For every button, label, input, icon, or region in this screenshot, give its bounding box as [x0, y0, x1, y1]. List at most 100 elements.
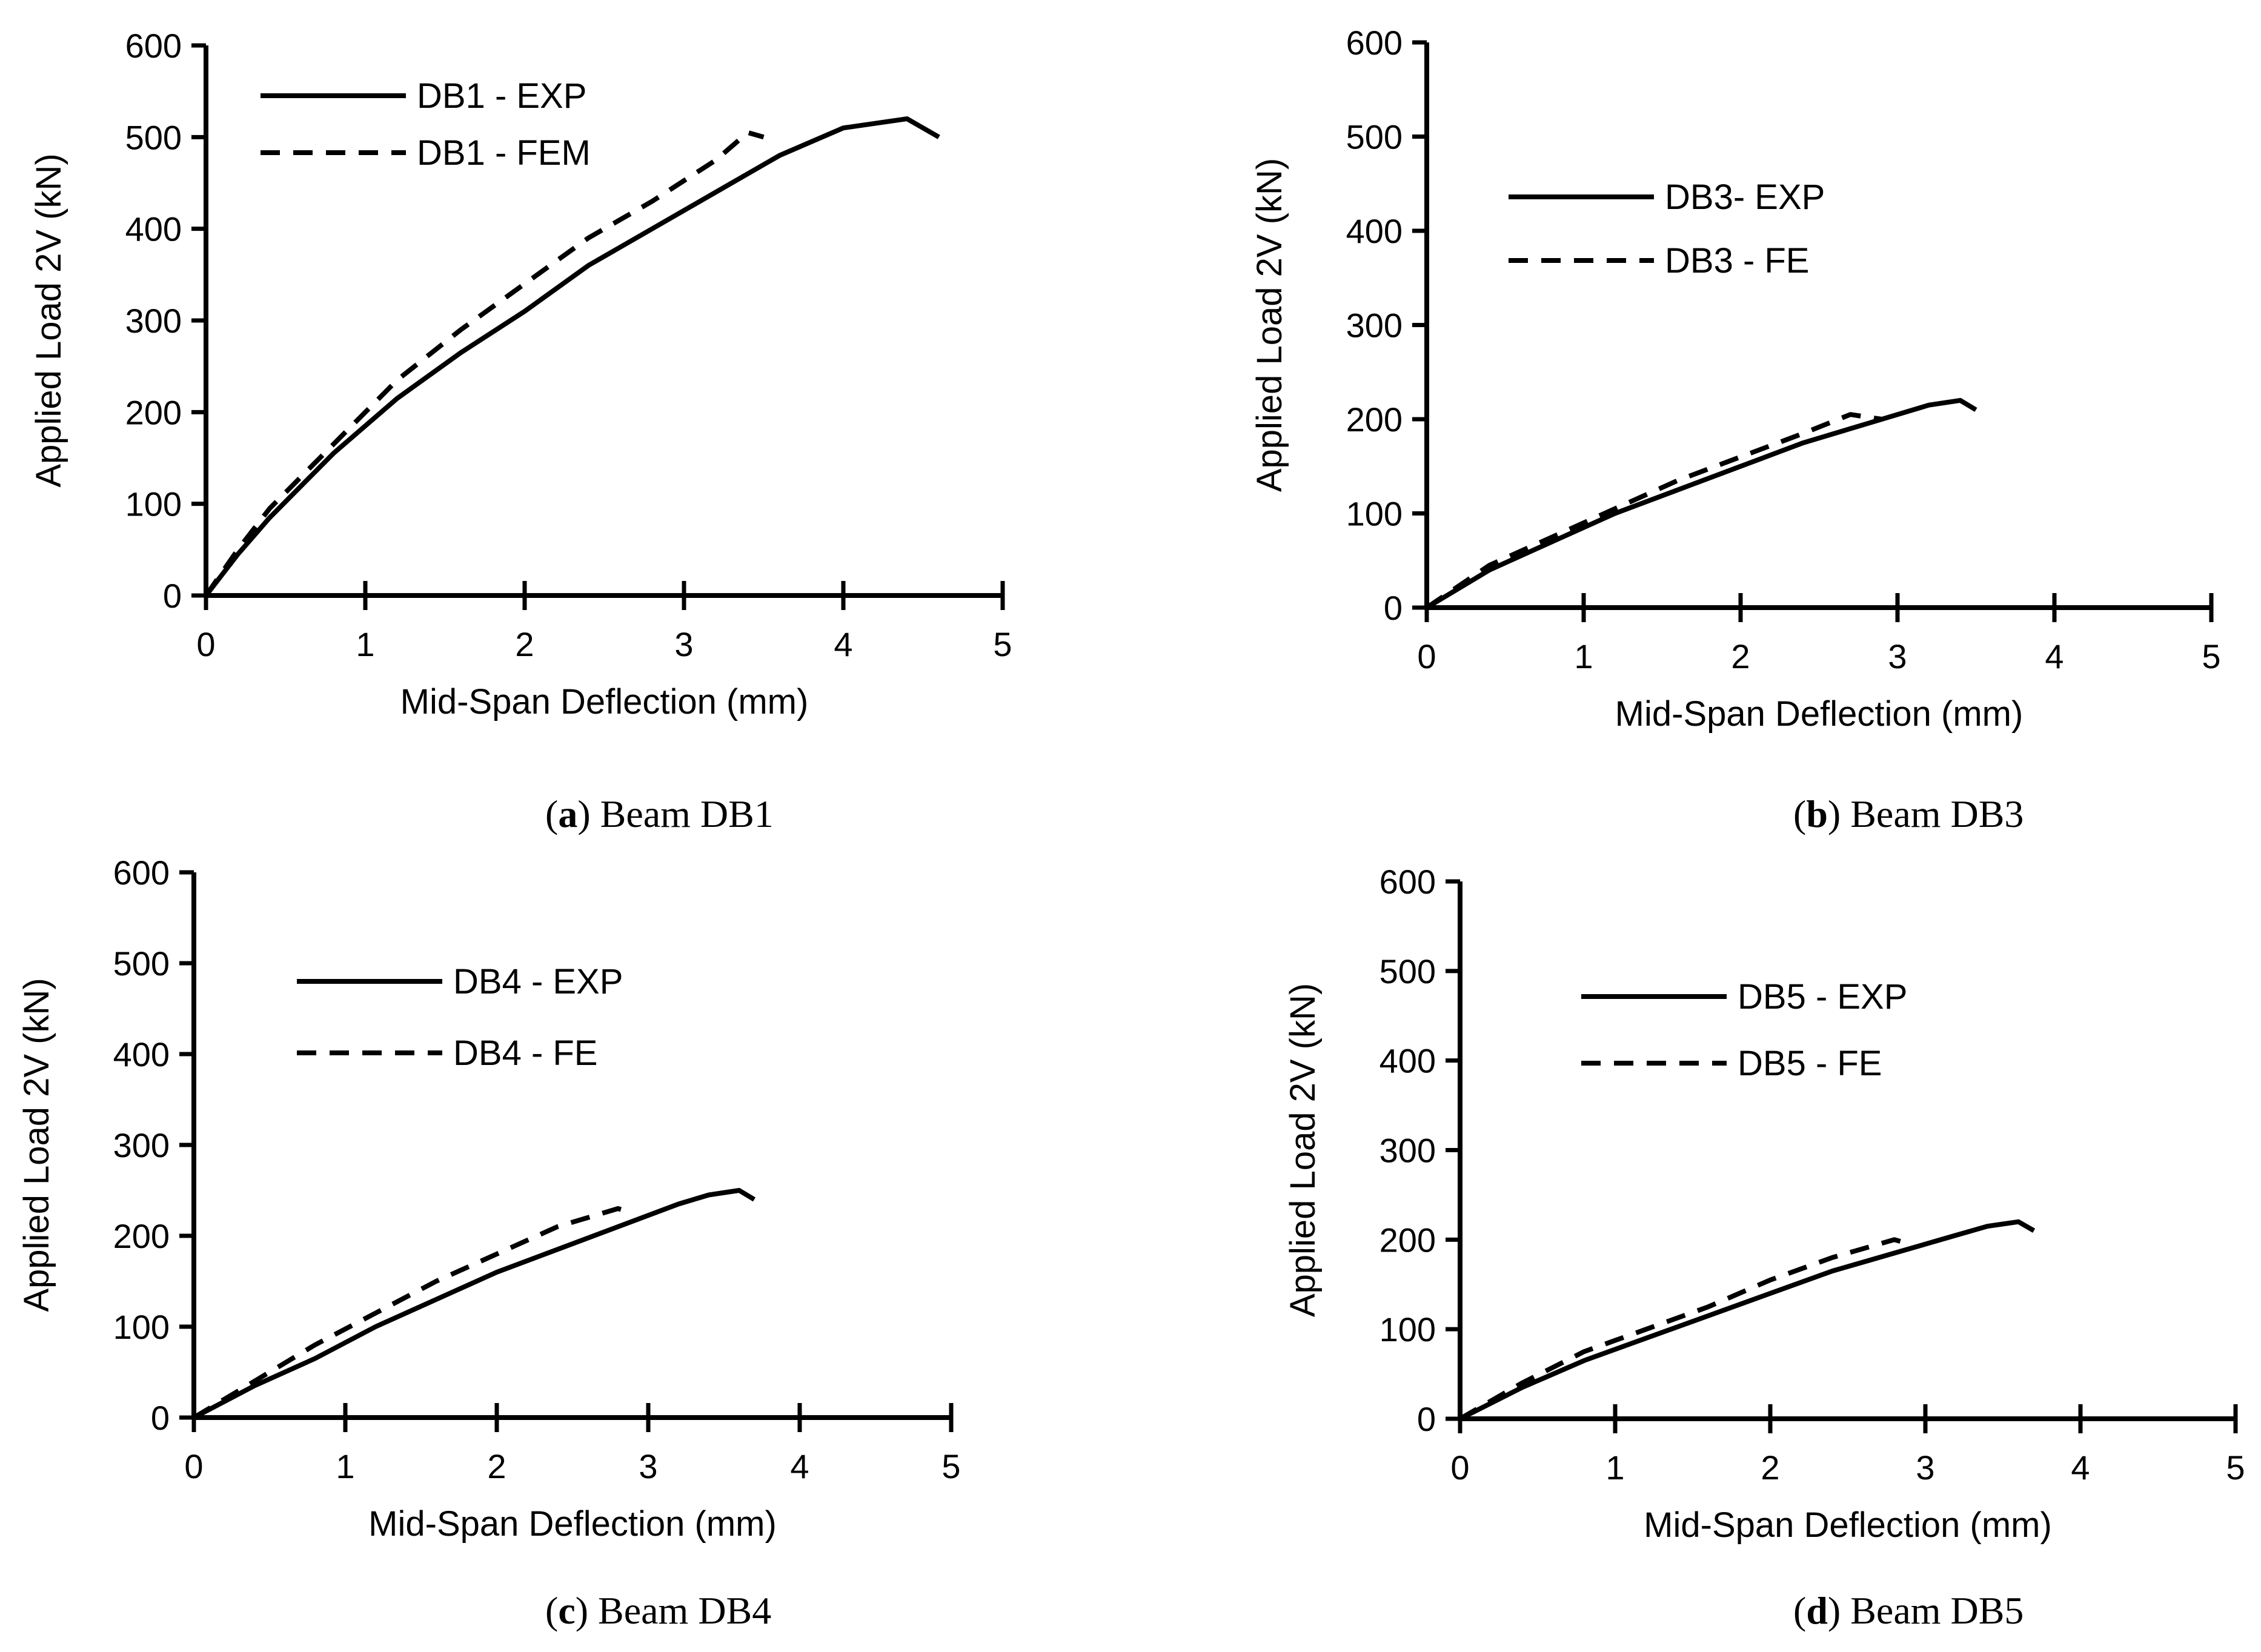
caption-text: Beam DB4	[598, 1589, 771, 1632]
caption-paren-open: (	[1793, 792, 1806, 835]
caption-letter: c	[558, 1589, 575, 1632]
y-axis-title: Applied Load 2V (kN)	[29, 153, 68, 487]
panel-caption: (d) Beam DB5	[1793, 1589, 2024, 1632]
y-tick-label: 400	[125, 210, 182, 248]
y-tick-label: 400	[113, 1035, 170, 1073]
caption-letter: a	[558, 792, 577, 835]
x-tick-label: 5	[941, 1447, 960, 1485]
x-tick-label: 1	[336, 1447, 354, 1485]
y-tick-label: 0	[163, 577, 182, 615]
legend-label: DB5 - EXP	[1738, 977, 1907, 1017]
legend-label: DB1 - EXP	[417, 76, 586, 116]
y-tick-label: 400	[1380, 1042, 1436, 1080]
y-tick-label: 200	[1380, 1221, 1436, 1259]
y-tick-label: 600	[125, 27, 182, 65]
legend-label: DB4 - EXP	[453, 962, 623, 1001]
x-tick-label: 3	[1916, 1448, 1934, 1487]
y-axis-title: Applied Load 2V (kN)	[1283, 983, 1323, 1317]
x-tick-label: 1	[356, 625, 374, 663]
legend-label: DB3 - FE	[1665, 241, 1810, 280]
caption-paren-open: (	[545, 1589, 558, 1632]
series-line-exp	[1459, 1219, 2036, 1421]
x-tick-label: 0	[196, 625, 215, 663]
y-tick-label: 0	[1384, 589, 1403, 627]
y-axis-title: Applied Load 2V (kN)	[17, 978, 56, 1312]
series-line-fe	[192, 1206, 634, 1420]
x-tick-label: 3	[1888, 637, 1907, 675]
caption-letter: b	[1806, 792, 1828, 835]
y-tick-label: 300	[113, 1126, 170, 1164]
x-axis-title: Mid-Span Deflection (mm)	[1644, 1505, 2052, 1545]
x-axis-title: Mid-Span Deflection (mm)	[1615, 694, 2024, 734]
y-tick-label: 500	[125, 118, 182, 156]
y-tick-label: 500	[1346, 118, 1403, 156]
caption-text: Beam DB5	[1850, 1589, 2024, 1632]
x-tick-label: 0	[1450, 1448, 1469, 1487]
series-line-exp	[204, 116, 940, 597]
chart-panel-c: 0 100 200 300 400 500 600 0 1 2 3 4 5 Mid-Span Deflec…	[17, 854, 961, 1632]
x-tick-label: 4	[2045, 637, 2063, 675]
series-line-fe	[1425, 412, 1882, 610]
series-line-fe	[1459, 1237, 1911, 1421]
x-tick-label: 1	[1605, 1448, 1624, 1487]
legend-label: DB1 - FEM	[417, 133, 591, 173]
legend-label: DB3- EXP	[1665, 177, 1825, 217]
legend-label: DB5 - FE	[1738, 1044, 1882, 1083]
y-tick-label: 200	[125, 393, 182, 431]
x-tick-label: 2	[1731, 637, 1750, 675]
y-tick-label: 200	[1346, 400, 1403, 439]
y-tick-label: 100	[125, 485, 182, 523]
y-axis-title: Applied Load 2V (kN)	[1250, 158, 1289, 492]
caption-text: Beam DB3	[1850, 792, 2024, 835]
y-tick-label: 300	[125, 302, 182, 340]
x-tick-label: 4	[834, 625, 852, 663]
x-tick-label: 0	[1417, 637, 1436, 675]
chart-panel-b: 0 100 200 300 400 500 600 0 1 2 3 4 5 Mid-Span Deflec…	[1250, 24, 2221, 835]
panel-caption: (b) Beam DB3	[1793, 792, 2024, 835]
y-tick-label: 200	[113, 1217, 170, 1255]
x-tick-label: 3	[674, 625, 693, 663]
caption-paren-close: )	[1828, 792, 1850, 835]
x-tick-label: 0	[184, 1447, 203, 1485]
x-tick-label: 1	[1574, 637, 1593, 675]
x-axis-title: Mid-Span Deflection (mm)	[368, 1504, 777, 1544]
y-tick-label: 600	[1380, 863, 1436, 901]
x-tick-label: 5	[2202, 637, 2220, 675]
series-line-exp	[1425, 397, 1977, 610]
y-tick-label: 100	[113, 1308, 170, 1346]
panel-caption: (c) Beam DB4	[545, 1589, 771, 1632]
y-tick-label: 600	[113, 854, 170, 892]
series-line-fe	[204, 130, 765, 597]
caption-paren-open: (	[545, 792, 558, 835]
caption-letter: d	[1806, 1589, 1828, 1632]
x-tick-label: 2	[487, 1447, 506, 1485]
y-tick-label: 100	[1380, 1310, 1436, 1348]
y-tick-label: 400	[1346, 212, 1403, 250]
y-tick-label: 500	[113, 944, 170, 983]
y-tick-label: 300	[1346, 307, 1403, 345]
x-tick-label: 3	[639, 1447, 657, 1485]
x-tick-label: 2	[515, 625, 534, 663]
x-tick-label: 4	[790, 1447, 809, 1485]
y-tick-label: 0	[151, 1399, 170, 1437]
chart-panel-d: 0 100 200 300 400 500 600 0 1 2 3 4 5 Mid-Span Deflec…	[1283, 863, 2245, 1632]
caption-text: Beam DB1	[600, 792, 774, 835]
x-tick-label: 2	[1761, 1448, 1779, 1487]
chart-panel-a: 0 100 200 300 400 500 600 0 1 2 3 4 5 Mid-Span Deflec…	[29, 27, 1012, 835]
y-tick-label: 300	[1380, 1132, 1436, 1170]
y-tick-label: 500	[1380, 952, 1436, 990]
series-line-exp	[193, 1188, 756, 1420]
y-tick-label: 0	[1417, 1400, 1436, 1438]
y-tick-label: 100	[1346, 495, 1403, 533]
caption-paren-close: )	[576, 1589, 598, 1632]
caption-paren-open: (	[1793, 1589, 1806, 1632]
panel-caption: (a) Beam DB1	[545, 792, 774, 835]
x-tick-label: 5	[2226, 1448, 2245, 1487]
caption-paren-close: )	[577, 792, 600, 835]
y-tick-label: 600	[1346, 24, 1403, 62]
x-tick-label: 5	[993, 625, 1012, 663]
x-axis-title: Mid-Span Deflection (mm)	[400, 682, 809, 722]
legend-label: DB4 - FE	[453, 1033, 598, 1073]
x-tick-label: 4	[2071, 1448, 2090, 1487]
